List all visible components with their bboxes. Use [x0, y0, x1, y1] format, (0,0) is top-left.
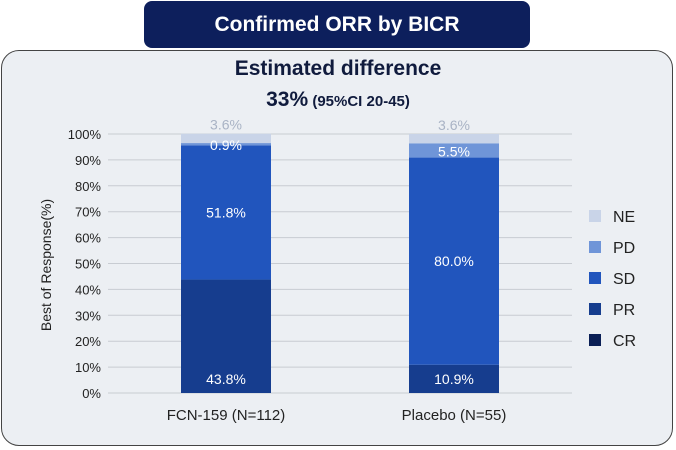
- estimated-difference-value: 33% (95%CI 20-45): [0, 88, 676, 112]
- chart-header: Confirmed ORR by BICR: [144, 1, 530, 48]
- legend-swatch-ne: [589, 210, 601, 222]
- data-label-pr: 43.8%: [206, 371, 246, 387]
- y-tick-label: 70%: [75, 205, 101, 220]
- x-category-label: FCN-159 (N=112): [167, 407, 286, 424]
- bar-segment-sd: [409, 157, 499, 365]
- data-label-sd: 80.0%: [434, 253, 474, 269]
- bar-segment-sd: [181, 145, 271, 280]
- bar-segment-pd: [181, 143, 271, 146]
- legend-label-cr: CR: [613, 333, 636, 350]
- header-title: Confirmed ORR by BICR: [214, 12, 460, 36]
- bar-segment-pr: [181, 279, 271, 393]
- legend-label-pr: PR: [613, 302, 635, 319]
- legend-label-pd: PD: [613, 240, 635, 257]
- bar-segment-ne: [181, 133, 271, 144]
- difference-value: 33%: [266, 88, 309, 111]
- y-tick-label: 60%: [75, 231, 101, 246]
- bar-segment-ne: [409, 134, 499, 144]
- difference-ci: (95%CI 20-45): [308, 93, 410, 110]
- y-tick-label: 80%: [75, 179, 101, 194]
- data-label-pr: 10.9%: [434, 371, 474, 387]
- data-label-ne: 3.6%: [438, 117, 470, 133]
- data-label-sd: 51.8%: [206, 204, 246, 220]
- data-label-pd: 5.5%: [438, 143, 470, 159]
- y-tick-label: 100%: [68, 127, 102, 142]
- y-axis-label: Best of Response(%): [38, 199, 54, 331]
- y-tick-label: 50%: [75, 257, 101, 272]
- bar-segment-pd: [409, 143, 499, 158]
- legend-label-ne: NE: [613, 209, 635, 226]
- legend-swatch-pd: [589, 241, 601, 253]
- estimated-difference-title: Estimated difference: [234, 57, 442, 80]
- chart-panel: [1, 50, 673, 446]
- y-tick-label: 90%: [75, 153, 101, 168]
- legend-label-sd: SD: [613, 271, 635, 288]
- bar-segment-pr: [409, 364, 499, 393]
- legend-swatch-cr: [589, 334, 601, 346]
- legend-swatch-sd: [589, 272, 601, 284]
- data-label-pd: 0.9%: [210, 137, 242, 153]
- y-tick-label: 40%: [75, 282, 101, 297]
- y-tick-label: 30%: [75, 308, 101, 323]
- y-tick-label: 0%: [82, 386, 101, 401]
- y-tick-label: 20%: [75, 334, 101, 349]
- legend-swatch-pr: [589, 303, 601, 315]
- x-category-label: Placebo (N=55): [402, 407, 507, 424]
- y-tick-label: 10%: [75, 360, 101, 375]
- data-label-ne: 3.6%: [210, 117, 242, 133]
